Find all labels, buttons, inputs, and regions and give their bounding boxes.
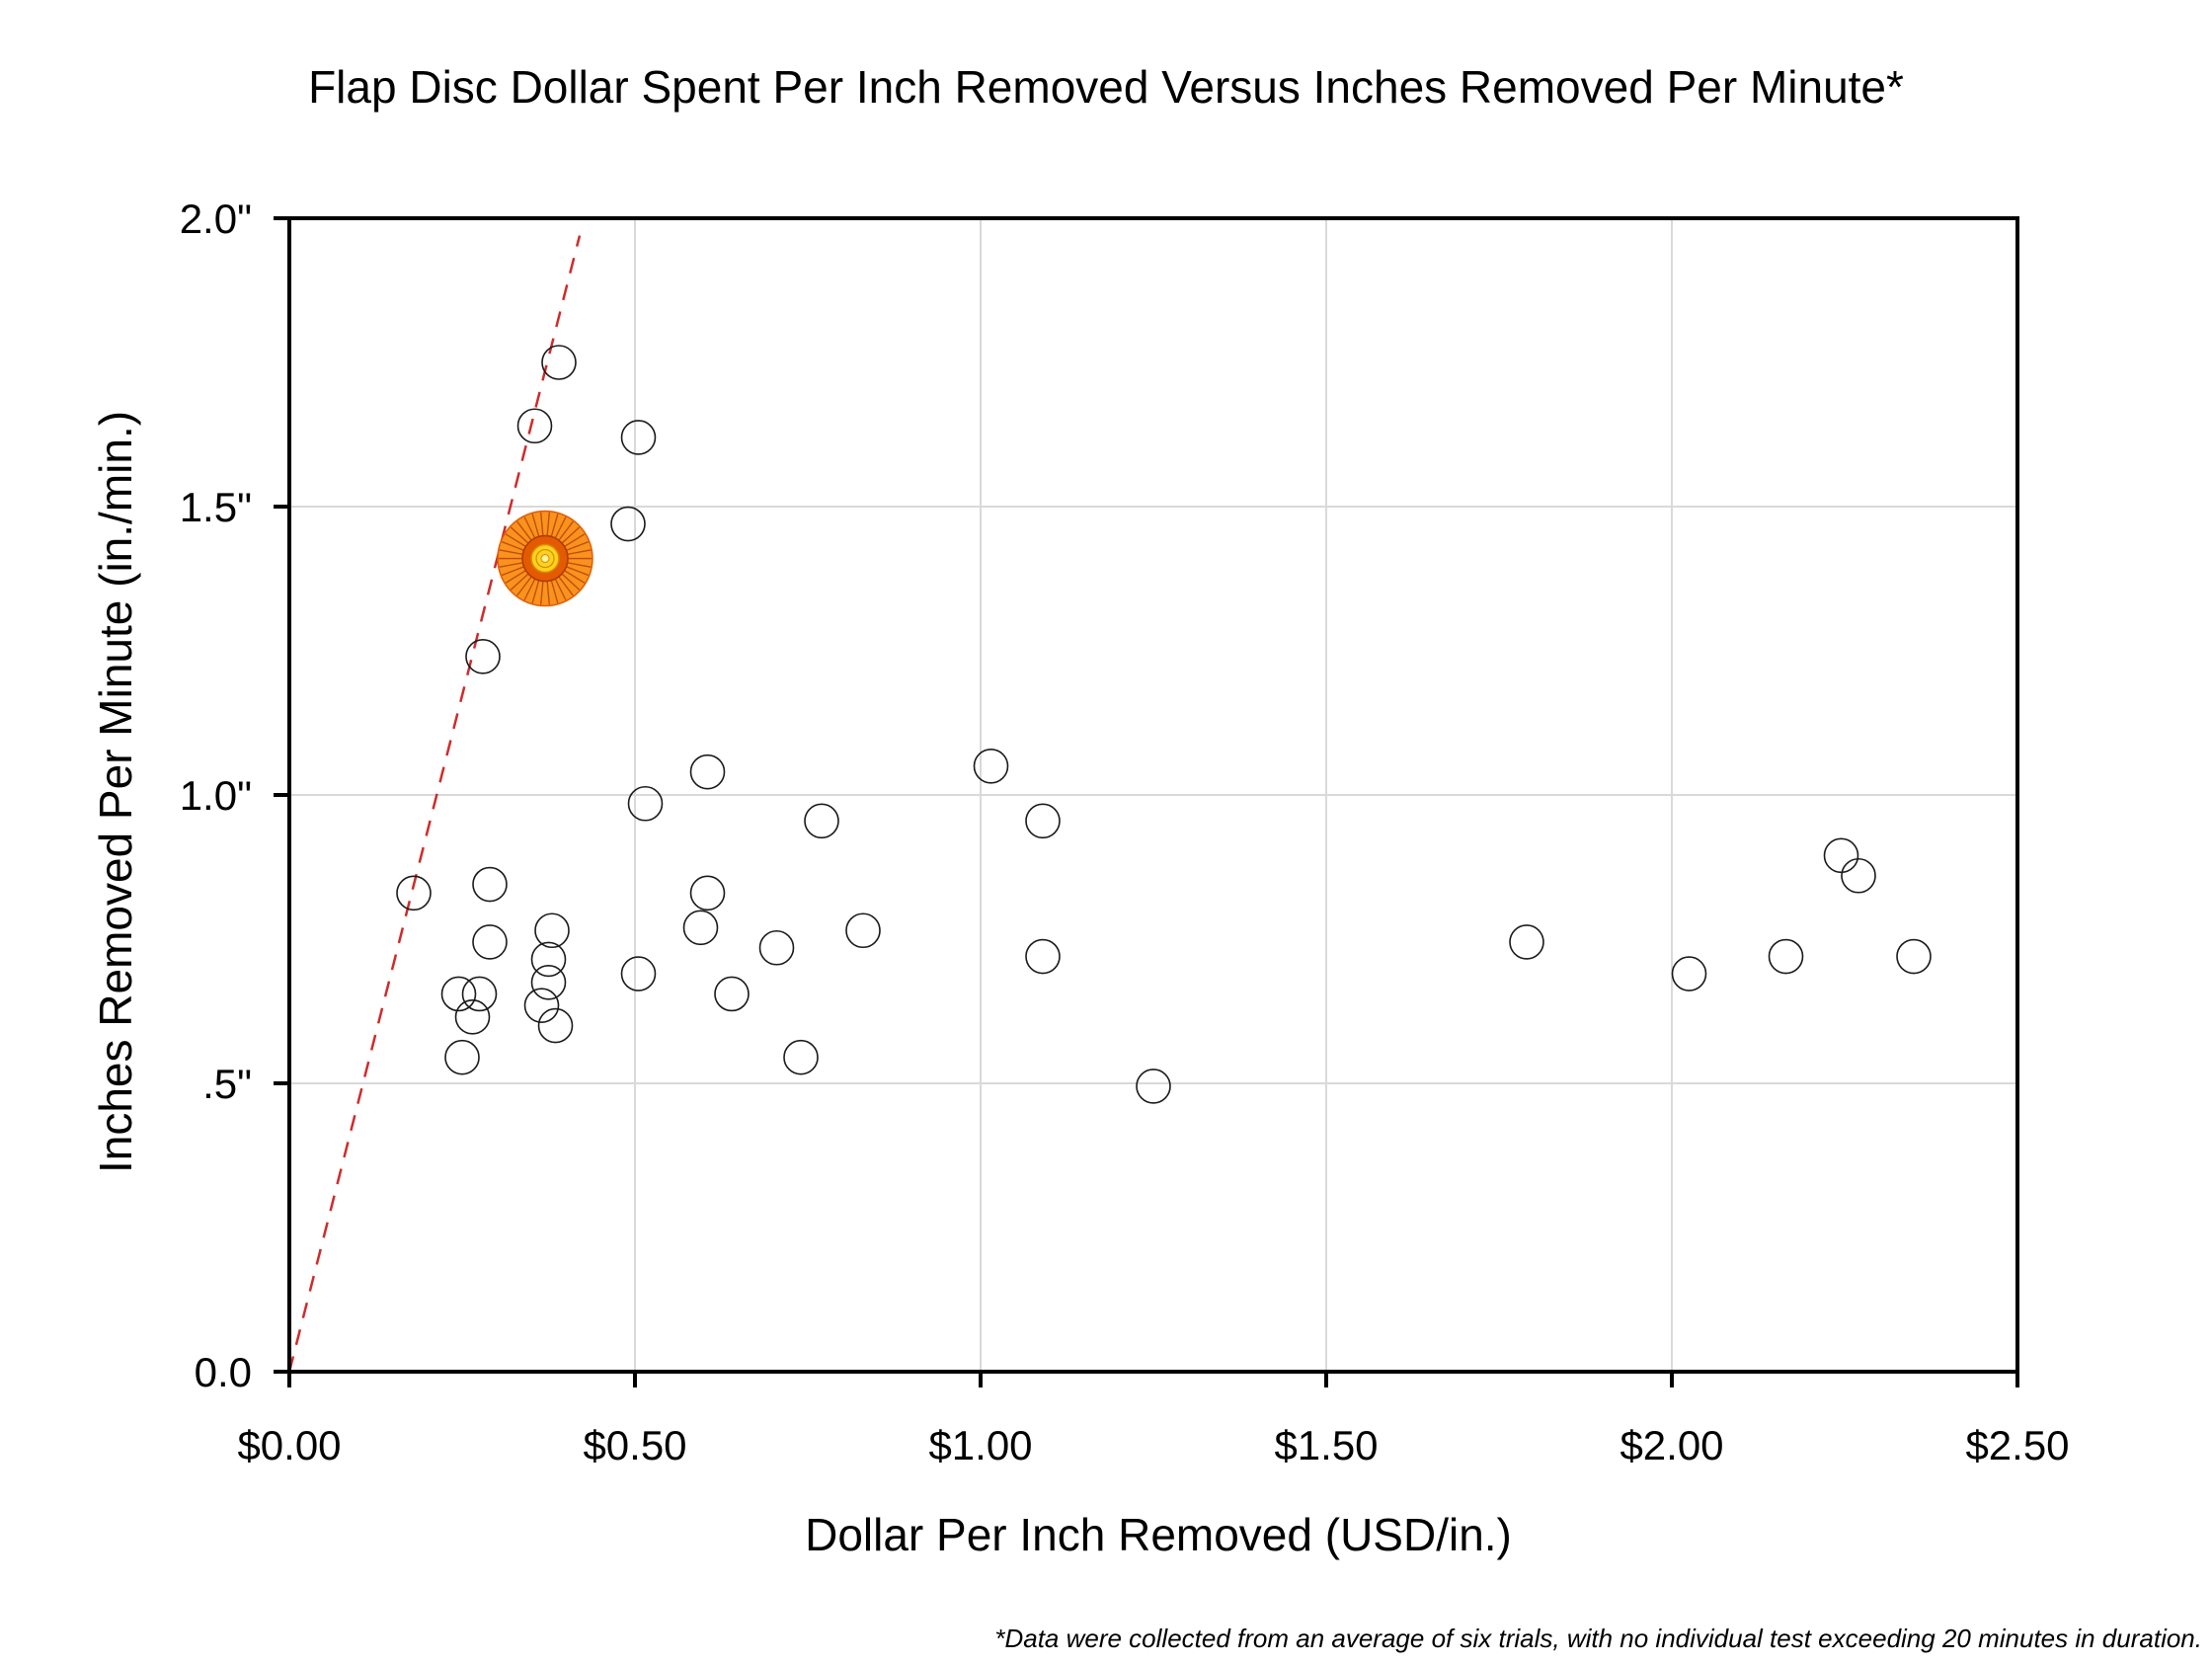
- data-point: [530, 941, 567, 978]
- y-tick-label: 1.5": [180, 484, 252, 530]
- data-point: [845, 912, 881, 949]
- flap-disc-flaps: [499, 512, 592, 605]
- data-point: [537, 1007, 574, 1044]
- footnote: *Data were collected from an average of …: [994, 1624, 2202, 1653]
- data-point: [1509, 924, 1544, 960]
- data-point: [620, 420, 657, 455]
- data-point: [461, 976, 498, 1012]
- data-point: [1823, 837, 1859, 874]
- data-point: [396, 875, 432, 911]
- data-point: [472, 866, 508, 903]
- data-point: [682, 910, 719, 946]
- data-point: [523, 988, 560, 1023]
- grid: [289, 218, 2017, 1372]
- x-tick-label: $1.50: [1274, 1422, 1378, 1468]
- data-point: [758, 929, 795, 966]
- data-point: [689, 875, 726, 911]
- chart-title: Flap Disc Dollar Spent Per Inch Removed …: [308, 61, 1904, 113]
- data-point: [804, 803, 839, 839]
- data-point: [627, 785, 664, 822]
- data-point: [1896, 938, 1932, 975]
- data-point: [689, 753, 726, 790]
- data-point: [530, 964, 567, 1000]
- data-point: [1671, 956, 1707, 991]
- x-tick-label: $0.00: [237, 1422, 341, 1468]
- x-tick-label: $2.50: [1965, 1422, 2069, 1468]
- data-point: [472, 924, 508, 960]
- data-point: [1841, 857, 1876, 894]
- data-point: [454, 999, 491, 1035]
- y-tick-label: 1.0": [180, 772, 252, 819]
- x-tick-label: $1.00: [928, 1422, 1032, 1468]
- data-point: [534, 912, 570, 949]
- y-axis-label: Inches Removed Per Minute (in./min.): [90, 411, 141, 1173]
- data-point: [783, 1039, 819, 1075]
- data-point: [1136, 1069, 1171, 1104]
- x-tick-label: $2.00: [1620, 1422, 1723, 1468]
- data-point: [444, 1039, 480, 1075]
- data-point: [973, 748, 1009, 784]
- flap-disc-icon: [497, 510, 593, 607]
- y-tick-label: .5": [202, 1061, 252, 1107]
- y-axis-ticks: 0.0 .5" 1.0" 1.5" 2.0": [180, 196, 289, 1395]
- y-tick-label: 2.0": [180, 196, 252, 242]
- data-point: [541, 345, 577, 380]
- data-point: [1025, 803, 1061, 839]
- data-point: [440, 976, 477, 1012]
- data-point: [465, 639, 501, 674]
- y-tick-label: 0.0: [195, 1349, 252, 1395]
- x-axis-label: Dollar Per Inch Removed (USD/in.): [805, 1509, 1512, 1560]
- data-point: [714, 976, 750, 1012]
- data-points: [396, 345, 1932, 1104]
- data-point: [610, 506, 646, 542]
- reference-trend-line: [287, 235, 582, 1373]
- x-tick-label: $0.50: [583, 1422, 686, 1468]
- data-point: [620, 956, 657, 991]
- data-point: [1768, 938, 1804, 975]
- data-point: [516, 408, 553, 444]
- x-axis-ticks: $0.00 $0.50 $1.00 $1.50 $2.00 $2.50: [237, 1372, 2070, 1468]
- data-point: [1025, 938, 1061, 975]
